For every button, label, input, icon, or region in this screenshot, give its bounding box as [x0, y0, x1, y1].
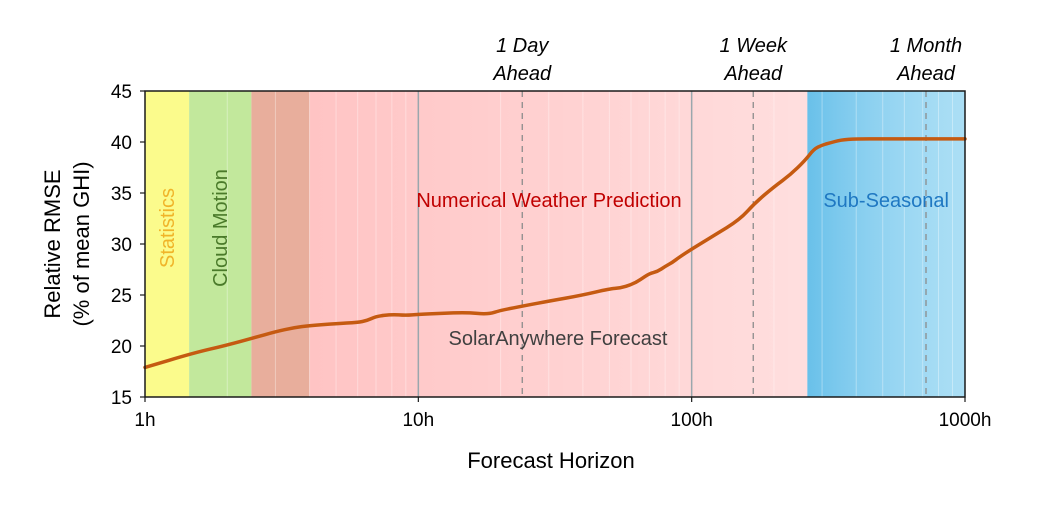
nwp-fade-overlay	[309, 91, 808, 397]
region-band-0	[145, 91, 190, 397]
region-label-0: Statistics	[157, 188, 179, 268]
y-tick-labels: 15 20 25 30 35 40 45	[111, 82, 132, 409]
region-label-3: Numerical Weather Prediction	[416, 190, 681, 212]
y-axis-title-line1: Relative RMSE	[40, 169, 65, 318]
series-line-0	[143, 137, 967, 370]
milestone-labels: 1 Day Ahead 1 Week Ahead 1 Month Ahead	[492, 35, 962, 85]
milestone-label-line2: Ahead	[896, 63, 956, 85]
y-tick-label: 35	[111, 184, 132, 205]
y-axis-title-line2: (% of mean GHI)	[69, 161, 94, 326]
milestone-label-line2: Ahead	[723, 63, 783, 85]
region-band-2	[251, 91, 310, 397]
region-bands	[145, 91, 965, 397]
y-tick-label: 40	[111, 133, 132, 154]
milestone-label-line2: Ahead	[492, 63, 552, 85]
series-layer: SolarAnywhere Forecast	[143, 137, 967, 370]
x-axis-title: Forecast Horizon	[467, 448, 635, 473]
y-tick-label: 25	[111, 286, 132, 307]
x-tick-label: 1000h	[939, 410, 992, 431]
x-tick-labels: 1h 10h 100h 1000h	[134, 410, 991, 431]
y-tick-label: 30	[111, 235, 132, 256]
x-tick-label: 100h	[671, 410, 713, 431]
x-tick-label: 10h	[402, 410, 434, 431]
milestone-label-line1: 1 Day	[496, 35, 549, 57]
y-tick-label: 20	[111, 337, 132, 358]
vertical-gridlines	[226, 91, 953, 397]
series-name-label: SolarAnywhere Forecast	[449, 328, 668, 350]
region-labels: Statistics Cloud Motion Numerical Weather …	[157, 169, 949, 287]
milestone-lines	[521, 91, 927, 397]
milestone-label-line1: 1 Month	[890, 35, 962, 57]
x-tick-label: 1h	[134, 410, 155, 431]
axes-frame	[140, 90, 966, 402]
sub-fade-overlay	[807, 91, 965, 397]
milestone-label-line1: 1 Week	[720, 35, 788, 57]
y-tick-label: 45	[111, 82, 132, 103]
y-tick-label: 15	[111, 388, 132, 409]
region-label-4: Sub-Seasonal	[823, 190, 949, 212]
region-label-1: Cloud Motion	[210, 169, 232, 287]
